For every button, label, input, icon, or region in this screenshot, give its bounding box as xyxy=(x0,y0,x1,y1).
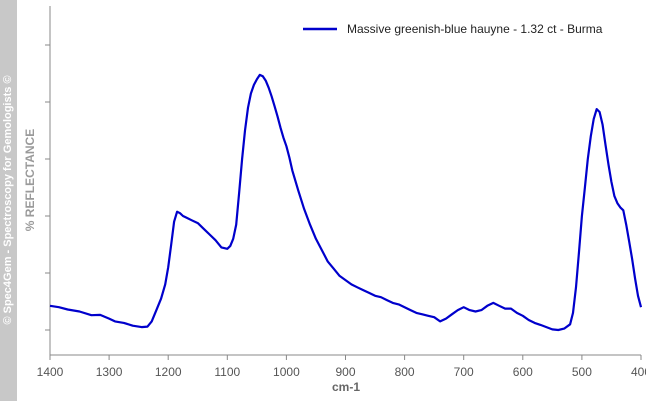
x-tick-label: 600 xyxy=(513,365,533,379)
watermark-sidebar: © Spec4Gem - Spectroscopy for Gemologist… xyxy=(0,0,17,401)
x-tick-label: 1100 xyxy=(214,365,240,379)
x-tick-label: 500 xyxy=(572,365,592,379)
x-tick-label: 1000 xyxy=(273,365,300,379)
x-axis-label: cm-1 xyxy=(332,380,360,394)
series-layer xyxy=(49,73,643,332)
x-tick-label: 900 xyxy=(335,365,355,379)
x-tick-label: 800 xyxy=(395,365,415,379)
legend: Massive greenish-blue hauyne - 1.32 ct -… xyxy=(303,22,603,36)
axes xyxy=(49,6,641,356)
x-tick-label: 400 xyxy=(631,365,646,379)
x-tick-label: 1400 xyxy=(37,365,64,379)
x-tick-label: 1300 xyxy=(96,365,123,379)
ticks: 1400 1300 1200 1100 1000 900 800 700 600 500 400 xyxy=(37,44,646,379)
legend-label: Massive greenish-blue hauyne - 1.32 ct -… xyxy=(347,22,603,36)
x-tick-label: 700 xyxy=(454,365,474,379)
series-line xyxy=(49,73,643,332)
x-tick-label: 1200 xyxy=(155,365,182,379)
